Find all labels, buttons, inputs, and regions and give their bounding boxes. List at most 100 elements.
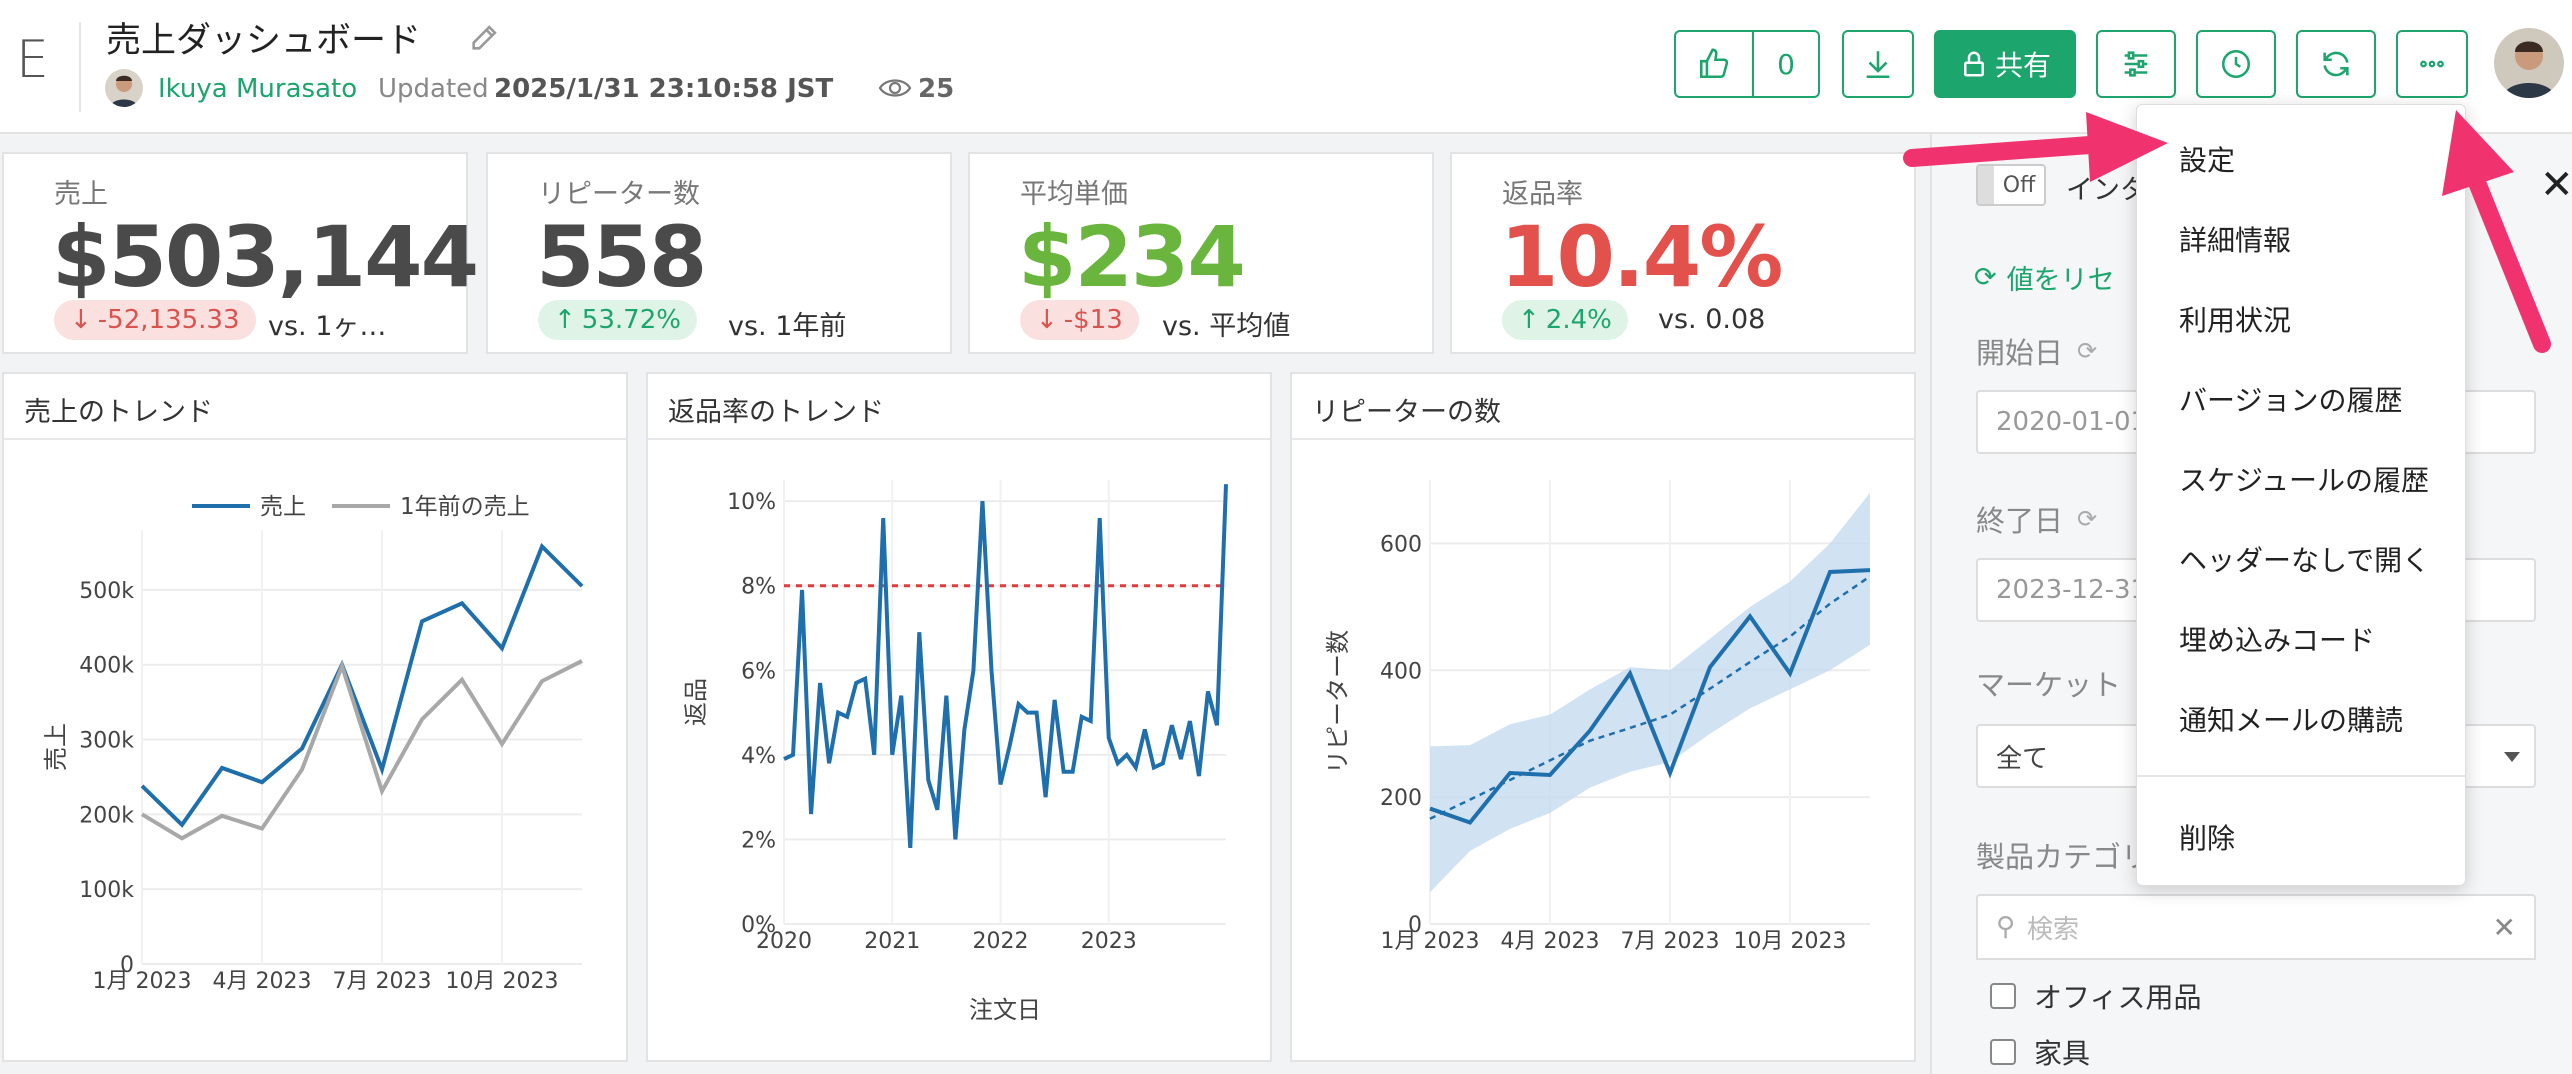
y-tick-label: 400k <box>79 654 134 679</box>
y-tick-label: 200k <box>79 803 134 828</box>
y-axis-label: リピーター数 <box>1324 630 1352 774</box>
download-button[interactable] <box>1842 30 1914 98</box>
refresh-small-icon[interactable]: ⟳ <box>2077 337 2098 365</box>
x-tick-label: 2022 <box>972 929 1028 954</box>
start-date-text: 開始日 <box>1976 336 2064 370</box>
y-tick-label: 0 <box>120 953 134 978</box>
checkbox[interactable] <box>1990 1039 2016 1065</box>
y-tick-label: 500k <box>79 579 134 604</box>
kpi-delta-badge: ↓ -$13 <box>1020 300 1139 340</box>
menu-item-delete[interactable]: 削除 <box>2179 822 2236 855</box>
kpi-delta: -52,135.33 <box>97 305 240 335</box>
menu-item-usage[interactable]: 利用状況 <box>2179 304 2292 337</box>
schedule-button[interactable] <box>2196 30 2276 98</box>
author-avatar <box>105 69 143 107</box>
kpi-card-return-rate: 返品率 10.4% ↑ 2.4% vs. 0.08 <box>1450 152 1916 354</box>
sales-trend-chart: 0 100k 200k 300k 400k 500k 1月 2023 4月 2023 7月 20… <box>42 494 584 994</box>
category-label: 製品カテゴリ <box>1976 840 2151 874</box>
reset-label: 値をリセ <box>2006 265 2115 296</box>
toggle-knob <box>1978 166 1994 204</box>
refresh-icon: ⟳ <box>1974 262 1997 293</box>
thumbs-up-icon <box>1699 48 1729 79</box>
series-line <box>1429 568 1871 825</box>
return-rate-panel: 返品率のトレンド 0% 2% 4% 6% 8% 10% 2020 2021 2022 2023 返品… <box>646 372 1272 1062</box>
refresh-button[interactable] <box>2296 30 2376 98</box>
panel-title: リピーターの数 <box>1312 397 1501 428</box>
kpi-delta: 2.4% <box>1545 305 1612 335</box>
menu-item-settings[interactable]: 設定 <box>2179 144 2236 177</box>
menu-divider <box>2137 775 2465 777</box>
kpi-card-repeaters: リピーター数 558 ↑ 53.72% vs. 1年前 <box>486 152 952 354</box>
share-button[interactable]: 共有 <box>1934 30 2076 98</box>
menu-item-version-history[interactable]: バージョンの履歴 <box>2179 384 2403 417</box>
kpi-delta-badge: ↓ -52,135.33 <box>54 300 256 340</box>
menu-item-details[interactable]: 詳細情報 <box>2179 224 2292 257</box>
kpi-comparison: vs. 1ヶ… <box>268 311 387 342</box>
page-title: 売上ダッシュボード <box>106 21 422 61</box>
kpi-label: 返品率 <box>1502 179 1583 210</box>
kpi-delta-badge: ↑ 53.72% <box>538 300 697 340</box>
author-link[interactable]: Ikuya Murasato <box>158 74 358 104</box>
menu-item-email-subscription[interactable]: 通知メールの購読 <box>2179 704 2404 737</box>
interactive-toggle[interactable]: Off <box>1976 164 2046 206</box>
clear-icon[interactable]: ✕ <box>2492 910 2516 944</box>
y-tick-label: 600 <box>1380 532 1422 557</box>
kpi-label: 売上 <box>54 179 108 210</box>
app-logo[interactable]: E <box>16 30 49 90</box>
end-date-label: 終了日 ⟳ <box>1976 498 2097 540</box>
like-button[interactable] <box>1676 32 1754 96</box>
chevron-down-icon <box>2504 752 2520 762</box>
x-tick-label: 7月 2023 <box>333 969 432 994</box>
refresh-small-icon[interactable]: ⟳ <box>2077 505 2098 533</box>
x-tick-label: 10月 2023 <box>1734 929 1847 954</box>
kpi-comparison: vs. 1年前 <box>728 311 847 342</box>
y-tick-label: 4% <box>741 744 776 769</box>
kpi-value: $234 <box>1018 208 1246 306</box>
x-tick-label: 4月 2023 <box>1501 929 1600 954</box>
x-tick-label: 4月 2023 <box>213 969 312 994</box>
menu-item-open-without-header[interactable]: ヘッダーなしで開く <box>2179 544 2431 577</box>
category-option[interactable]: オフィス用品 <box>1990 976 2201 1016</box>
logo-divider <box>79 22 81 112</box>
category-search-input[interactable]: ⚲ 検索 ✕ <box>1976 894 2536 960</box>
start-date-label: 開始日 ⟳ <box>1976 330 2097 372</box>
kpi-comparison: vs. 平均値 <box>1162 311 1291 342</box>
sales-trend-panel: 売上のトレンド 0 100k 200k 300k 400k 500k 1月 2023 4月 2… <box>2 372 628 1062</box>
menu-item-embed-code[interactable]: 埋め込みコード <box>2179 624 2376 657</box>
kpi-delta: -$13 <box>1063 305 1123 335</box>
x-tick-label: 1月 2023 <box>1381 929 1480 954</box>
legend-label: 売上 <box>260 494 306 520</box>
kpi-delta-badge: ↑ 2.4% <box>1502 300 1628 340</box>
kpi-label: 平均単価 <box>1020 179 1128 210</box>
filter-settings-button[interactable] <box>2096 30 2176 98</box>
y-tick-label: 400 <box>1380 659 1422 684</box>
more-options-button[interactable] <box>2396 30 2468 98</box>
x-tick-label: 2020 <box>756 929 812 954</box>
more-options-menu: 設定 詳細情報 利用状況 バージョンの履歴 スケジュールの履歴 ヘッダーなしで開… <box>2136 104 2466 886</box>
panel-title: 返品率のトレンド <box>668 397 884 428</box>
menu-item-schedule-history[interactable]: スケジュールの履歴 <box>2179 464 2430 497</box>
kpi-value: 558 <box>536 208 707 306</box>
close-icon[interactable]: ✕ <box>2540 162 2572 208</box>
category-option[interactable]: 家具 <box>1990 1032 2090 1072</box>
checkbox[interactable] <box>1990 983 2016 1009</box>
y-axis-label: 返品 <box>682 678 710 726</box>
kpi-delta: 53.72% <box>581 305 681 335</box>
user-avatar[interactable] <box>2494 28 2564 98</box>
x-tick-label: 1月 2023 <box>93 969 192 994</box>
panel-title: 売上のトレンド <box>24 397 213 428</box>
kpi-label: リピーター数 <box>538 179 700 210</box>
series-line <box>140 542 584 828</box>
edit-icon[interactable] <box>468 20 502 54</box>
updated-label: Updated <box>378 74 489 104</box>
kpi-value: 10.4% <box>1500 208 1783 306</box>
kpi-card-avg-price: 平均単価 $234 ↓ -$13 vs. 平均値 <box>968 152 1434 354</box>
reset-values-link[interactable]: ⟳ 値をリセ <box>1974 258 2115 297</box>
eye-icon <box>878 79 912 97</box>
panel-divider <box>648 438 1270 440</box>
market-label: マーケット <box>1976 668 2122 702</box>
arrow-down-icon: ↓ <box>70 305 92 335</box>
legend-label: 1年前の売上 <box>400 494 530 520</box>
dashboard-header: E 売上ダッシュボード Ikuya Murasato Updated 2025/… <box>0 0 2572 134</box>
